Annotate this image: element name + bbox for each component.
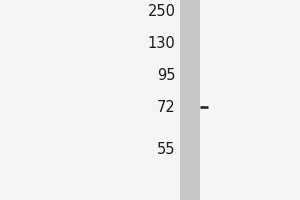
Bar bbox=[180, 0, 200, 200]
Text: 130: 130 bbox=[148, 36, 176, 51]
Text: 250: 250 bbox=[148, 3, 176, 19]
Text: 55: 55 bbox=[157, 142, 176, 156]
Text: 72: 72 bbox=[157, 99, 176, 114]
Text: 95: 95 bbox=[157, 68, 176, 82]
